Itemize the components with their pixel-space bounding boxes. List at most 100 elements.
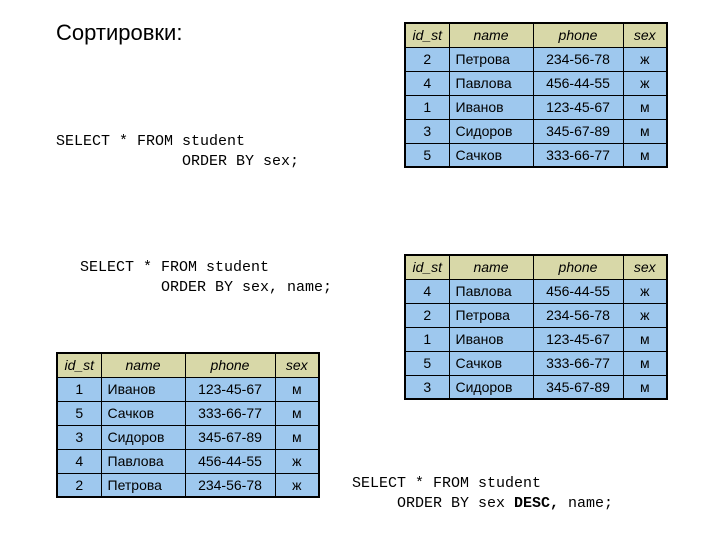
cell-name: Сидоров — [101, 425, 185, 449]
sql3-line2a: ORDER BY sex — [352, 495, 514, 512]
cell-id: 4 — [57, 449, 101, 473]
cell-phone: 123-45-67 — [185, 377, 275, 401]
cell-sex: м — [623, 143, 667, 167]
cell-id: 2 — [405, 303, 449, 327]
cell-sex: м — [623, 119, 667, 143]
table-header-name: name — [101, 353, 185, 377]
cell-phone: 456-44-55 — [533, 71, 623, 95]
table-header-name: name — [449, 23, 533, 47]
table-row: 4Павлова456-44-55ж — [405, 71, 667, 95]
sql2-line2: ORDER BY sex, name; — [80, 279, 332, 296]
cell-phone: 345-67-89 — [533, 119, 623, 143]
table-row: 2Петрова234-56-78ж — [405, 47, 667, 71]
cell-sex: ж — [623, 71, 667, 95]
cell-sex: м — [275, 377, 319, 401]
cell-phone: 123-45-67 — [533, 95, 623, 119]
table-row: 5Сачков333-66-77м — [405, 143, 667, 167]
page-title: Сортировки: — [56, 20, 182, 46]
cell-name: Павлова — [449, 71, 533, 95]
cell-phone: 333-66-77 — [185, 401, 275, 425]
cell-sex: ж — [275, 449, 319, 473]
table-row: 3Сидоров345-67-89м — [57, 425, 319, 449]
sql-query-2: SELECT * FROM student ORDER BY sex, name… — [80, 258, 332, 299]
table-header-sex: sex — [623, 23, 667, 47]
table-row: 3Сидоров345-67-89м — [405, 375, 667, 399]
cell-name: Иванов — [449, 327, 533, 351]
cell-phone: 333-66-77 — [533, 351, 623, 375]
result-table-2: id_stnamephonesex4Павлова456-44-55ж2Петр… — [404, 254, 668, 400]
cell-sex: ж — [623, 47, 667, 71]
sql2-line1: SELECT * FROM student — [80, 259, 269, 276]
cell-name: Павлова — [449, 279, 533, 303]
table-row: 4Павлова456-44-55ж — [405, 279, 667, 303]
cell-id: 2 — [57, 473, 101, 497]
cell-name: Петрова — [449, 47, 533, 71]
cell-id: 5 — [405, 143, 449, 167]
table-header-id: id_st — [405, 255, 449, 279]
cell-sex: м — [623, 375, 667, 399]
result-table-1: id_stnamephonesex2Петрова234-56-78ж4Павл… — [404, 22, 668, 168]
cell-id: 5 — [57, 401, 101, 425]
cell-name: Сачков — [101, 401, 185, 425]
table-header-phone: phone — [533, 255, 623, 279]
cell-id: 4 — [405, 279, 449, 303]
cell-sex: ж — [623, 303, 667, 327]
sql1-line2: ORDER BY sex; — [56, 153, 299, 170]
result-table-3: id_stnamephonesex1Иванов123-45-67м5Сачко… — [56, 352, 320, 498]
cell-id: 1 — [405, 327, 449, 351]
table-row: 3Сидоров345-67-89м — [405, 119, 667, 143]
table-row: 5Сачков333-66-77м — [405, 351, 667, 375]
cell-name: Иванов — [101, 377, 185, 401]
cell-name: Сидоров — [449, 375, 533, 399]
cell-id: 3 — [405, 375, 449, 399]
table-header-sex: sex — [275, 353, 319, 377]
cell-sex: м — [275, 401, 319, 425]
table-header-id: id_st — [405, 23, 449, 47]
table-header-phone: phone — [533, 23, 623, 47]
cell-phone: 345-67-89 — [185, 425, 275, 449]
cell-id: 4 — [405, 71, 449, 95]
table-row: 2Петрова234-56-78ж — [57, 473, 319, 497]
cell-phone: 234-56-78 — [533, 303, 623, 327]
cell-name: Павлова — [101, 449, 185, 473]
table-row: 1Иванов123-45-67м — [405, 327, 667, 351]
cell-name: Петрова — [449, 303, 533, 327]
sql3-line1: SELECT * FROM student — [352, 475, 541, 492]
cell-phone: 345-67-89 — [533, 375, 623, 399]
table-row: 1Иванов123-45-67м — [405, 95, 667, 119]
cell-phone: 456-44-55 — [185, 449, 275, 473]
cell-id: 3 — [57, 425, 101, 449]
table-header-phone: phone — [185, 353, 275, 377]
cell-name: Сачков — [449, 351, 533, 375]
sql3-line2b: name; — [559, 495, 613, 512]
cell-sex: м — [623, 351, 667, 375]
cell-sex: ж — [623, 279, 667, 303]
sql1-line1: SELECT * FROM student — [56, 133, 245, 150]
cell-name: Сидоров — [449, 119, 533, 143]
cell-name: Сачков — [449, 143, 533, 167]
table-header-id: id_st — [57, 353, 101, 377]
cell-id: 3 — [405, 119, 449, 143]
cell-phone: 234-56-78 — [533, 47, 623, 71]
cell-name: Петрова — [101, 473, 185, 497]
sql3-bold: DESC, — [514, 495, 559, 512]
table-row: 1Иванов123-45-67м — [57, 377, 319, 401]
table-header-name: name — [449, 255, 533, 279]
table-row: 2Петрова234-56-78ж — [405, 303, 667, 327]
cell-phone: 234-56-78 — [185, 473, 275, 497]
sql-query-3: SELECT * FROM student ORDER BY sex DESC,… — [352, 474, 613, 515]
cell-phone: 456-44-55 — [533, 279, 623, 303]
cell-phone: 123-45-67 — [533, 327, 623, 351]
table-row: 5Сачков333-66-77м — [57, 401, 319, 425]
cell-id: 5 — [405, 351, 449, 375]
table-header-sex: sex — [623, 255, 667, 279]
cell-sex: м — [623, 95, 667, 119]
sql-query-1: SELECT * FROM student ORDER BY sex; — [56, 132, 299, 173]
cell-phone: 333-66-77 — [533, 143, 623, 167]
table-row: 4Павлова456-44-55ж — [57, 449, 319, 473]
cell-sex: м — [275, 425, 319, 449]
cell-id: 2 — [405, 47, 449, 71]
cell-id: 1 — [57, 377, 101, 401]
cell-sex: ж — [275, 473, 319, 497]
cell-name: Иванов — [449, 95, 533, 119]
